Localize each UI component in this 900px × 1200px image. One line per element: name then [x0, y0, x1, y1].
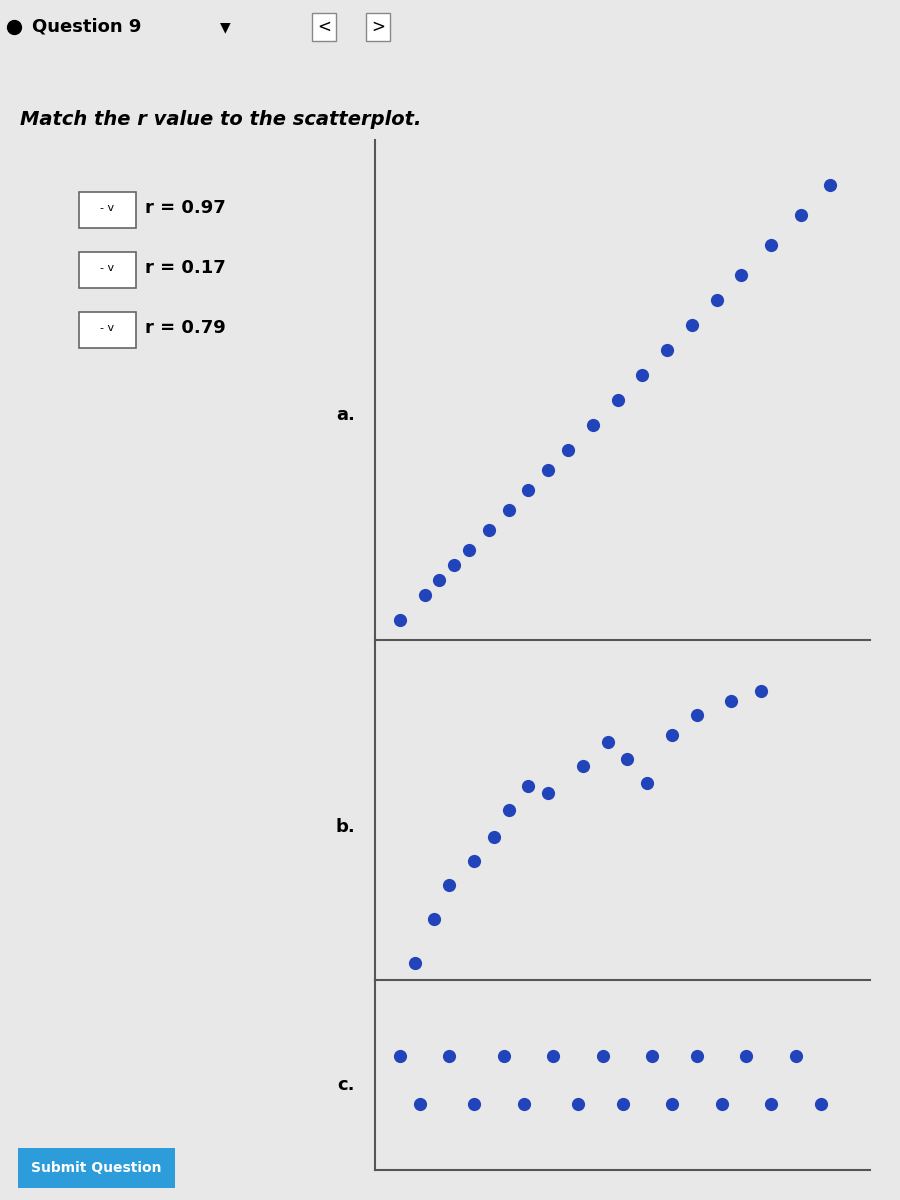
Text: >: >: [371, 18, 385, 36]
Text: Question 9: Question 9: [32, 18, 141, 36]
Text: - v: - v: [101, 323, 114, 332]
Text: a.: a.: [336, 406, 355, 424]
FancyBboxPatch shape: [79, 312, 136, 348]
Text: - v: - v: [101, 263, 114, 272]
Text: r = 0.17: r = 0.17: [145, 259, 226, 277]
Text: b.: b.: [335, 818, 355, 836]
FancyBboxPatch shape: [10, 1146, 184, 1190]
Text: r = 0.79: r = 0.79: [145, 319, 226, 337]
Text: ▼: ▼: [220, 20, 230, 34]
Text: c.: c.: [338, 1075, 355, 1093]
FancyBboxPatch shape: [79, 252, 136, 288]
Text: r = 0.97: r = 0.97: [145, 199, 226, 217]
Text: Submit Question: Submit Question: [32, 1162, 162, 1175]
Text: - v: - v: [101, 203, 114, 214]
Text: Match the r value to the scatterplot.: Match the r value to the scatterplot.: [20, 110, 421, 128]
FancyBboxPatch shape: [79, 192, 136, 228]
Text: <: <: [317, 18, 331, 36]
